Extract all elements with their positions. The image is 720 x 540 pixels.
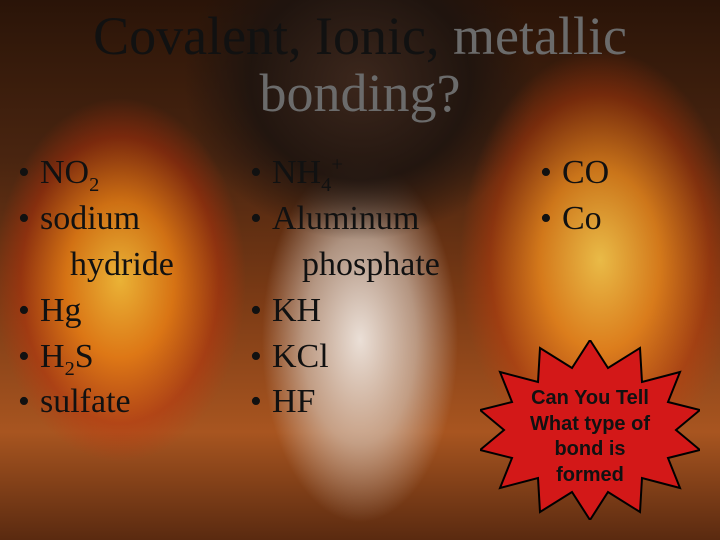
list-item: •KH <box>250 288 510 334</box>
burst-line-2: What type of <box>530 413 650 435</box>
title-covalent-ionic: Covalent, Ionic, <box>93 6 439 66</box>
burst-line-1: Can You Tell <box>531 387 649 409</box>
list-item: •sodium <box>18 196 248 242</box>
burst-line-4: formed <box>556 464 624 486</box>
starburst-callout: Can You Tell What type of bond is formed <box>480 340 700 520</box>
burst-line-3: bond is <box>554 438 625 460</box>
list-item-text: CO <box>562 150 710 196</box>
list-item: •Aluminum <box>250 196 510 242</box>
list-item: •H2S <box>18 334 248 380</box>
bullet-icon: • <box>18 150 40 196</box>
bullet-icon: • <box>250 196 272 242</box>
list-item: •KCl <box>250 334 510 380</box>
list-item-text: sulfate <box>40 379 248 425</box>
list-item: •NO2 <box>18 150 248 196</box>
column-3: •CO•Co <box>540 150 710 242</box>
list-item: •HF <box>250 379 510 425</box>
list-item-text: Hg <box>40 288 248 334</box>
title-metallic: metallic <box>453 6 627 66</box>
bullet-icon: • <box>250 288 272 334</box>
list-item: •sulfate <box>18 379 248 425</box>
list-item-text: NH4+ <box>272 150 510 196</box>
list-item-text: Co <box>562 196 710 242</box>
list-item: •Hg <box>18 288 248 334</box>
list-item: phosphate <box>250 242 510 288</box>
title-bonding: bonding? <box>260 63 461 123</box>
bullet-icon: • <box>18 288 40 334</box>
list-item-text: sodium <box>40 196 248 242</box>
list-item-text: HF <box>272 379 510 425</box>
bullet-icon <box>250 242 272 288</box>
list-item: •NH4+ <box>250 150 510 196</box>
column-1: •NO2•sodiumhydride•Hg•H2S•sulfate <box>18 150 248 425</box>
column-2: •NH4+•Aluminumphosphate•KH•KCl•HF <box>250 150 510 425</box>
list-item-text: H2S <box>40 334 248 380</box>
bullet-icon: • <box>18 196 40 242</box>
slide-title: Covalent, Ionic, metallic bonding? <box>0 8 720 121</box>
list-item: •Co <box>540 196 710 242</box>
list-item-text: KCl <box>272 334 510 380</box>
list-item-text: phosphate <box>272 242 510 288</box>
list-item-text: KH <box>272 288 510 334</box>
list-item-text: Aluminum <box>272 196 510 242</box>
bullet-icon <box>18 242 40 288</box>
list-item: hydride <box>18 242 248 288</box>
bullet-icon: • <box>250 334 272 380</box>
bullet-icon: • <box>250 150 272 196</box>
bullet-icon: • <box>18 379 40 425</box>
list-item: •CO <box>540 150 710 196</box>
list-item-text: NO2 <box>40 150 248 196</box>
list-item-text: hydride <box>40 242 248 288</box>
bullet-icon: • <box>540 150 562 196</box>
bullet-icon: • <box>250 379 272 425</box>
bullet-icon: • <box>18 334 40 380</box>
starburst-text: Can You Tell What type of bond is formed <box>498 386 682 488</box>
bullet-icon: • <box>540 196 562 242</box>
